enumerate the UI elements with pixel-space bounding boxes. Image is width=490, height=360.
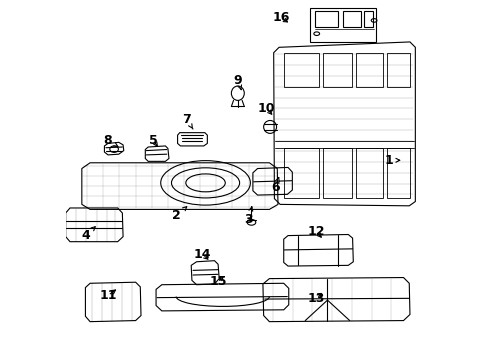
Bar [323,53,352,87]
Bar [310,8,376,42]
Text: 4: 4 [81,227,95,242]
Bar [285,148,318,198]
Text: 1: 1 [384,154,400,167]
Bar [356,53,383,87]
Text: 12: 12 [308,225,325,238]
Text: 11: 11 [99,289,117,302]
Bar [364,12,373,27]
Bar [285,53,318,87]
Text: 14: 14 [194,248,211,261]
Bar [323,148,352,198]
Bar [343,12,361,27]
Bar [356,148,383,198]
Bar [387,148,410,198]
Text: 2: 2 [172,207,187,222]
Bar [315,12,338,27]
Text: 13: 13 [308,292,325,305]
Text: 8: 8 [104,134,118,147]
Text: 5: 5 [149,134,158,147]
Text: 9: 9 [234,74,242,90]
Bar [387,53,410,87]
Text: 16: 16 [272,12,290,24]
Text: 15: 15 [209,275,227,288]
Text: 10: 10 [258,102,275,115]
Text: 3: 3 [245,207,253,226]
Text: 6: 6 [271,177,280,194]
Text: 7: 7 [183,113,193,129]
